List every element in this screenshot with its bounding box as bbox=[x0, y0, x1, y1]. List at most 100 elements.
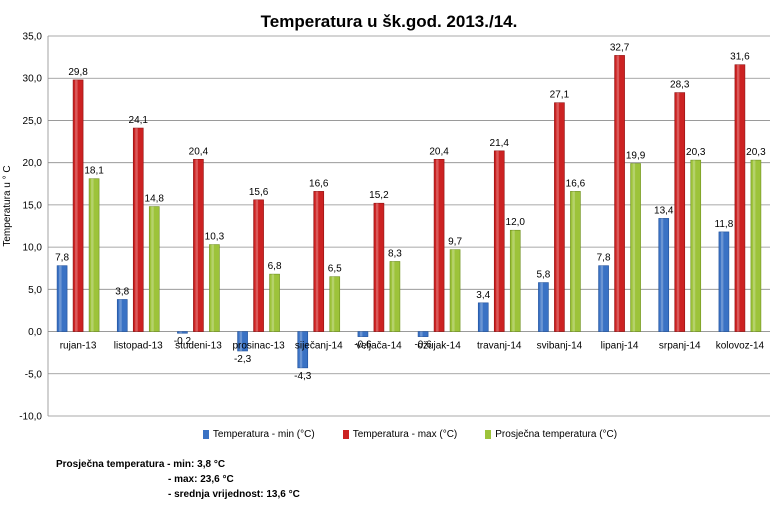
bar-avg bbox=[88, 178, 100, 332]
y-tick-label: 0,0 bbox=[28, 327, 42, 338]
bar-max bbox=[614, 55, 625, 332]
note-min: Prosječna temperatura - min: 3,8 °C bbox=[56, 459, 226, 470]
bar-highlight bbox=[91, 178, 94, 332]
y-tick-label: 25,0 bbox=[23, 116, 43, 127]
bar-max bbox=[373, 202, 385, 332]
x-tick-label: studeni-13 bbox=[175, 341, 222, 352]
bar-highlight bbox=[151, 206, 154, 332]
data-label: 3,4 bbox=[476, 290, 490, 301]
bar-highlight bbox=[195, 159, 198, 332]
data-label: 27,1 bbox=[550, 90, 570, 101]
x-tick-label: srpanj-14 bbox=[659, 341, 701, 352]
y-tick-label: 35,0 bbox=[23, 32, 43, 43]
y-tick-label: -5,0 bbox=[25, 369, 43, 380]
data-label: -4,3 bbox=[294, 371, 312, 382]
bar-highlight bbox=[632, 163, 636, 332]
data-labels: 7,8 29,8 18,1 3,8 24,1 14,8 -0,2 20,4 10,3 -2,3 15… bbox=[55, 42, 766, 381]
bar-highlight bbox=[59, 265, 62, 332]
x-tick-label: svibanj-14 bbox=[537, 341, 583, 352]
bar-min bbox=[538, 282, 549, 332]
data-label: 8,3 bbox=[388, 248, 402, 259]
bar-highlight bbox=[255, 199, 259, 332]
legend-swatch-avg bbox=[485, 430, 492, 439]
bar-highlight bbox=[315, 191, 319, 332]
bar-highlight bbox=[736, 64, 740, 332]
data-label: 6,8 bbox=[268, 261, 282, 272]
data-label: 32,7 bbox=[610, 42, 630, 53]
data-label: 9,7 bbox=[448, 237, 462, 248]
data-label: 13,4 bbox=[654, 205, 674, 216]
bar-max bbox=[253, 199, 264, 332]
legend-label-max: Temperatura - max (°C) bbox=[352, 429, 458, 440]
bar-min bbox=[598, 265, 609, 332]
bar-highlight bbox=[692, 160, 696, 332]
bar-highlight bbox=[512, 230, 515, 332]
bar-highlight bbox=[271, 274, 275, 332]
data-label: 3,8 bbox=[115, 286, 129, 297]
bar-max bbox=[313, 191, 325, 332]
y-axis-label: Temperatura u ° C bbox=[2, 165, 13, 246]
data-label: 28,3 bbox=[670, 80, 690, 91]
data-label: -0,6 bbox=[414, 340, 432, 351]
x-tick-label: ožujak-14 bbox=[417, 341, 461, 352]
bar-max bbox=[493, 150, 505, 332]
x-tick-label: listopad-13 bbox=[114, 341, 163, 352]
bar-avg bbox=[750, 159, 762, 332]
data-label: 29,8 bbox=[68, 67, 88, 78]
x-axis-ticks: rujan-13 listopad-13 studeni-13 prosinac-13… bbox=[60, 341, 765, 352]
x-tick-label: prosinac-13 bbox=[232, 341, 285, 352]
legend-swatch-max bbox=[342, 430, 349, 439]
data-label: 19,9 bbox=[626, 151, 646, 162]
data-label: 31,6 bbox=[730, 52, 750, 63]
bar-avg bbox=[269, 273, 280, 332]
data-label: 21,4 bbox=[490, 138, 510, 149]
bar-highlight bbox=[119, 299, 122, 332]
x-tick-label: veljača-14 bbox=[356, 341, 402, 352]
bar-avg bbox=[509, 229, 521, 332]
bar-highlight bbox=[676, 92, 680, 332]
bar-highlight bbox=[436, 159, 439, 332]
legend-item-min: Temperatura - min (°C) bbox=[202, 429, 315, 440]
bar-highlight bbox=[556, 102, 559, 332]
bar-min bbox=[237, 331, 248, 352]
bar-highlight bbox=[616, 55, 620, 332]
bar-max bbox=[554, 102, 565, 332]
chart-title: Temperatura u šk.god. 2013./14. bbox=[261, 12, 518, 31]
bar-highlight bbox=[496, 150, 499, 332]
bar-max bbox=[72, 79, 84, 332]
bar-highlight bbox=[391, 261, 395, 332]
bar-avg bbox=[570, 191, 581, 332]
data-label: 15,6 bbox=[249, 187, 269, 198]
bar-highlight bbox=[600, 265, 604, 332]
bar-max bbox=[734, 64, 746, 332]
bar-min bbox=[477, 302, 489, 332]
legend-item-max: Temperatura - max (°C) bbox=[342, 429, 458, 440]
bar-max bbox=[674, 92, 686, 332]
data-label: 14,8 bbox=[145, 194, 165, 205]
y-axis-ticks: -10,0 -5,0 0,0 5,0 10,0 15,0 20,0 25,0 30,0 35,0 bbox=[19, 32, 42, 423]
y-tick-label: 30,0 bbox=[23, 74, 43, 85]
bar-avg bbox=[449, 249, 461, 332]
bar-highlight bbox=[239, 331, 243, 351]
data-label: 18,1 bbox=[84, 166, 104, 177]
bar-avg bbox=[690, 159, 702, 332]
bar-highlight bbox=[135, 128, 138, 332]
data-label: 11,8 bbox=[715, 219, 734, 230]
bar-max bbox=[433, 158, 445, 332]
bar-highlight bbox=[540, 282, 543, 332]
y-tick-label: 15,0 bbox=[23, 200, 43, 211]
bar-avg bbox=[329, 276, 341, 332]
bar-highlight bbox=[75, 79, 78, 332]
bar-highlight bbox=[211, 244, 214, 332]
bar-highlight bbox=[752, 160, 756, 332]
data-label: 12,0 bbox=[506, 217, 526, 228]
bar-min bbox=[417, 331, 429, 337]
data-label: 6,5 bbox=[328, 264, 342, 275]
y-tick-label: 5,0 bbox=[28, 285, 42, 296]
legend-label-min: Temperatura - min (°C) bbox=[212, 429, 315, 440]
bar-min bbox=[718, 231, 730, 332]
note-mean: - srednja vrijednost: 13,6 °C bbox=[168, 489, 300, 500]
bar-highlight bbox=[375, 203, 379, 332]
bar-min bbox=[357, 331, 369, 337]
bar-highlight bbox=[299, 331, 303, 368]
